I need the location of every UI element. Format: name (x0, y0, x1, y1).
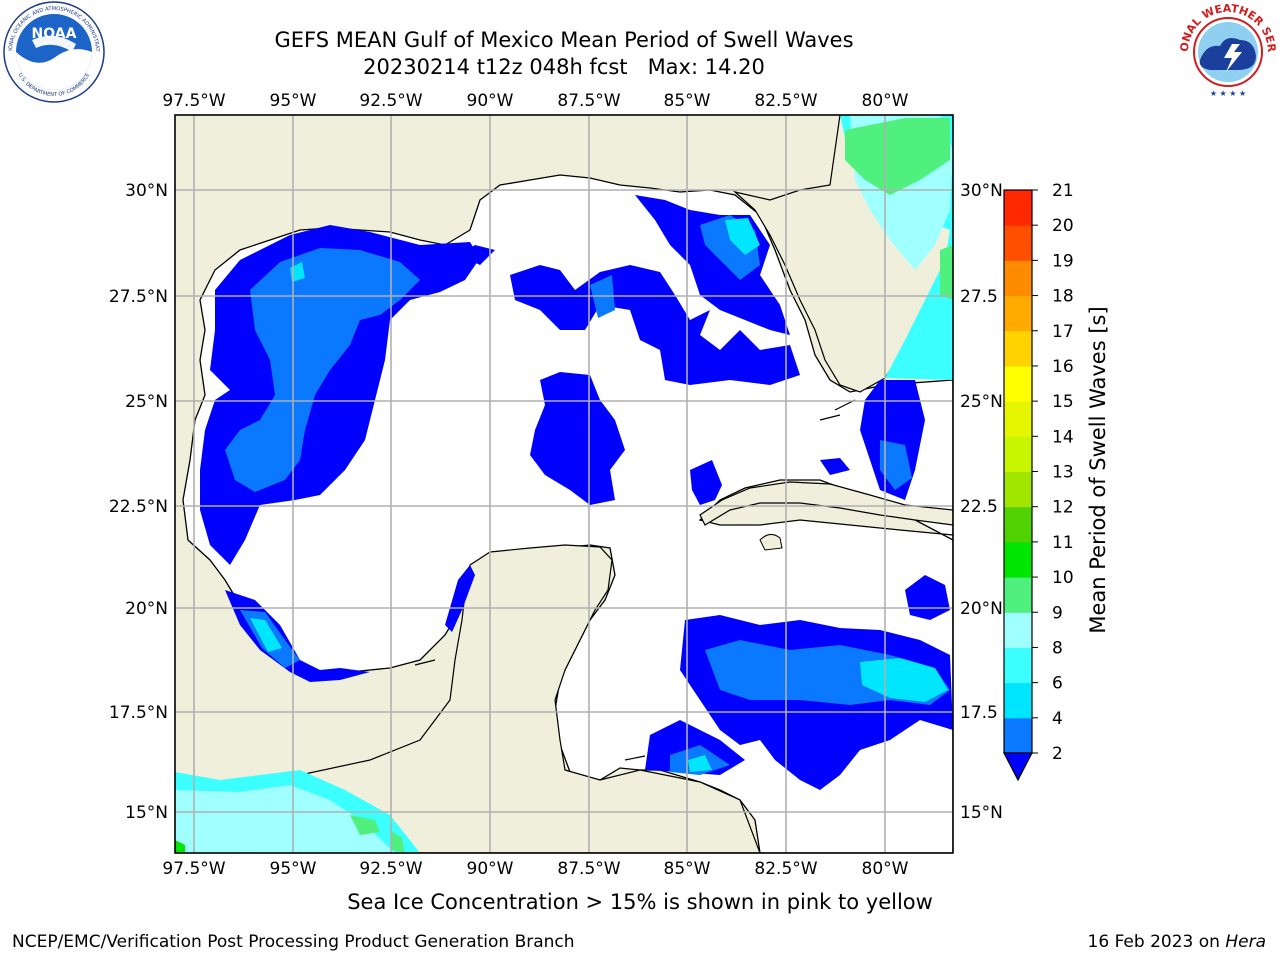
colorbar-tick-label: 17 (1052, 322, 1074, 342)
colorbar-tick-label: 16 (1052, 357, 1074, 377)
colorbar-segment (1004, 717, 1032, 754)
noaa-logo-text: NOAA (32, 26, 77, 42)
map-title: GEFS MEAN Gulf of Mexico Mean Period of … (274, 28, 854, 52)
map-gridlines (175, 115, 953, 853)
lon-label: 80°W (862, 859, 909, 879)
colorbar-segment (1004, 260, 1032, 297)
colorbar-tick-label: 6 (1052, 674, 1063, 694)
colorbar-segment (1004, 436, 1032, 472)
colorbar-label: Mean Period of Swell Waves [s] (1086, 306, 1110, 633)
lon-label: 95°W (270, 859, 317, 879)
colorbar-segment (1004, 577, 1032, 613)
date-stamp: 16 Feb 2023 on Hera (1087, 932, 1266, 952)
colorbar-tick-label: 13 (1052, 463, 1074, 483)
lon-label: 85°W (664, 91, 711, 111)
colorbar-tick-label: 2 (1052, 744, 1063, 764)
lon-labels-bottom: 97.5°W 95°W 92.5°W 90°W 87.5°W 85°W 82.5… (162, 859, 908, 879)
lat-labels-left: 30°N 27.5°N 25°N 22.5°N 20°N 17.5°N 15°N (109, 181, 168, 823)
lon-label: 87.5°W (557, 859, 620, 879)
colorbar-segment (1004, 225, 1032, 261)
colorbar-tick-label: 14 (1052, 427, 1074, 447)
lat-label: 15°N (960, 803, 1003, 823)
lat-label: 22.5°N (109, 497, 168, 517)
lon-label: 90°W (467, 859, 514, 879)
lon-label: 82.5°W (754, 91, 817, 111)
colorbar-tick-label: 10 (1052, 568, 1074, 588)
colorbar-tick-label: 20 (1052, 216, 1074, 236)
lat-label: 20°N (125, 599, 168, 619)
yucatan (175, 544, 761, 853)
colorbar-tick-label: 12 (1052, 498, 1074, 518)
colorbar-segment (1004, 506, 1032, 543)
sea-ice-note: Sea Ice Concentration > 15% is shown in … (347, 890, 933, 914)
lat-label: 27.5 (960, 287, 998, 307)
colorbar (1003, 189, 1033, 754)
lon-label: 92.5°W (359, 859, 422, 879)
lon-label: 95°W (270, 91, 317, 111)
nws-logo: NATIONAL WEATHER SERVICE ★ ★ ★ ★ (1176, 0, 1278, 102)
lat-label: 30°N (960, 181, 1003, 201)
svg-text:★ ★ ★ ★: ★ ★ ★ ★ (1210, 89, 1246, 98)
lon-label: 90°W (467, 91, 514, 111)
credit-text: NCEP/EMC/Verification Post Processing Pr… (12, 932, 575, 952)
lat-label: 15°N (125, 803, 168, 823)
lat-label: 30°N (125, 181, 168, 201)
colorbar-tick-label: 9 (1052, 603, 1063, 623)
colorbar-tick-label: 21 (1052, 181, 1074, 201)
lat-label: 22.5 (960, 497, 998, 517)
lon-label: 97.5°W (162, 859, 225, 879)
colorbar-segment (1004, 295, 1032, 332)
colorbar-tick-label: 8 (1052, 638, 1063, 658)
lon-label: 97.5°W (162, 91, 225, 111)
colorbar-ticks: 2 4 6 8 9 10 11 12 13 14 15 16 17 18 19 20 21 (1032, 181, 1074, 764)
lat-label: 25°N (125, 392, 168, 412)
lat-label: 27.5°N (109, 287, 168, 307)
colorbar-under-triangle (1003, 752, 1033, 782)
colorbar-segment (1004, 682, 1032, 719)
lat-label: 25°N (960, 392, 1003, 412)
lon-labels-top: 97.5°W 95°W 92.5°W 90°W 87.5°W 85°W 82.5… (162, 91, 908, 111)
colorbar-tick-label: 18 (1052, 287, 1074, 307)
lat-label: 17.5 (960, 703, 998, 723)
colorbar-segment (1004, 365, 1032, 402)
map-subtitle: 20230214 t12z 048h fcst Max: 14.20 (363, 55, 765, 79)
colorbar-tick-label: 15 (1052, 392, 1074, 412)
lon-label: 85°W (664, 859, 711, 879)
lon-label: 82.5°W (754, 859, 817, 879)
host-name: Hera (1225, 932, 1266, 952)
colorbar-tick-label: 11 (1052, 533, 1074, 553)
colorbar-segment (1004, 401, 1032, 437)
lat-label: 17.5°N (109, 703, 168, 723)
colorbar-segment (1004, 612, 1032, 648)
colorbar-tick-label: 4 (1052, 709, 1063, 729)
colorbar-segment (1004, 471, 1032, 508)
colorbar-segment (1004, 190, 1032, 226)
colorbar-tick-label: 19 (1052, 251, 1074, 271)
noaa-logo: NOAA NATIONAL OCEANIC AND ATMOSPHERIC AD… (2, 0, 105, 103)
lat-labels-right: 30°N 27.5 25°N 22.5 20°N 17.5 15°N (960, 181, 1003, 823)
map-frame (174, 114, 954, 854)
lon-label: 80°W (862, 91, 909, 111)
lon-label: 92.5°W (359, 91, 422, 111)
cuba (699, 481, 953, 526)
lat-label: 20°N (960, 599, 1003, 619)
colorbar-segment (1004, 541, 1032, 578)
colorbar-segment (1004, 647, 1032, 684)
colorbar-segment (1004, 330, 1032, 367)
lon-label: 87.5°W (557, 91, 620, 111)
